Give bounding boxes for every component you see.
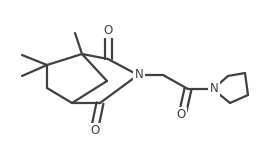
- Text: N: N: [210, 82, 218, 95]
- Text: O: O: [176, 108, 186, 122]
- Text: O: O: [104, 24, 113, 36]
- Text: N: N: [135, 69, 143, 82]
- Text: O: O: [90, 124, 100, 137]
